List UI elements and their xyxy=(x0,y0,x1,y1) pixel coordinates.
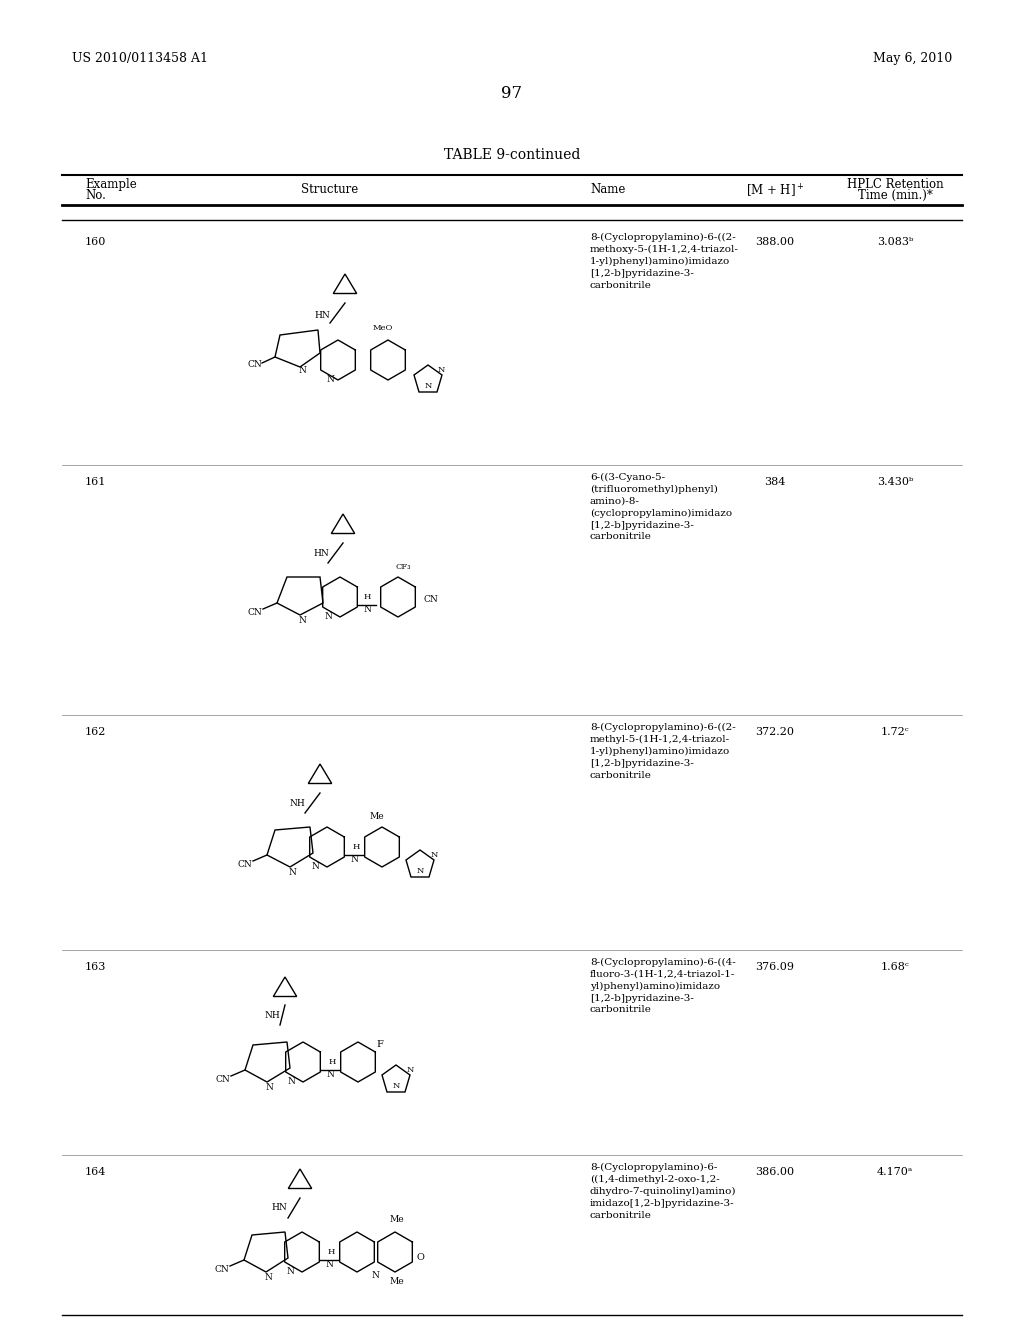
Text: H: H xyxy=(329,1059,336,1067)
Text: 8-(Cyclopropylamino)-6-((2-
methyl-5-(1H-1,2,4-triazol-
1-yl)phenyl)amino)imidaz: 8-(Cyclopropylamino)-6-((2- methyl-5-(1H… xyxy=(590,723,736,780)
Text: N: N xyxy=(326,1071,334,1078)
Text: 4.170ᵃ: 4.170ᵃ xyxy=(877,1167,913,1177)
Text: 376.09: 376.09 xyxy=(756,962,795,972)
Text: Time (min.)*: Time (min.)* xyxy=(857,189,933,202)
Text: H: H xyxy=(328,1247,335,1257)
Text: N: N xyxy=(287,1077,295,1086)
Text: N: N xyxy=(364,605,371,614)
Text: 3.083ᵇ: 3.083ᵇ xyxy=(877,238,913,247)
Text: [M + H]$^+$: [M + H]$^+$ xyxy=(745,183,804,201)
Text: 6-((3-Cyano-5-
(trifluoromethyl)phenyl)
amino)-8-
(cyclopropylamino)imidazo
[1,2: 6-((3-Cyano-5- (trifluoromethyl)phenyl) … xyxy=(590,473,732,541)
Text: HN: HN xyxy=(314,310,330,319)
Text: 164: 164 xyxy=(85,1167,106,1177)
Text: 8-(Cyclopropylamino)-6-((4-
fluoro-3-(1H-1,2,4-triazol-1-
yl)phenyl)amino)imidaz: 8-(Cyclopropylamino)-6-((4- fluoro-3-(1H… xyxy=(590,958,736,1015)
Text: 3.430ᵇ: 3.430ᵇ xyxy=(877,477,913,487)
Text: N: N xyxy=(392,1082,399,1090)
Text: Me: Me xyxy=(390,1276,404,1286)
Text: TABLE 9-continued: TABLE 9-continued xyxy=(443,148,581,162)
Text: CN: CN xyxy=(423,595,437,605)
Text: N: N xyxy=(350,855,358,865)
Text: 388.00: 388.00 xyxy=(756,238,795,247)
Text: N: N xyxy=(326,375,334,384)
Text: 384: 384 xyxy=(764,477,785,487)
Text: US 2010/0113458 A1: US 2010/0113458 A1 xyxy=(72,51,208,65)
Text: MeO: MeO xyxy=(373,323,393,333)
Text: HN: HN xyxy=(271,1204,287,1213)
Text: CN: CN xyxy=(238,861,252,869)
Text: NH: NH xyxy=(289,799,305,808)
Text: HN: HN xyxy=(313,549,329,557)
Text: N: N xyxy=(424,381,432,389)
Text: No.: No. xyxy=(85,189,105,202)
Text: 386.00: 386.00 xyxy=(756,1167,795,1177)
Text: Me: Me xyxy=(390,1214,404,1224)
Text: N: N xyxy=(298,366,306,375)
Text: H: H xyxy=(352,843,359,851)
Text: 1.68ᶜ: 1.68ᶜ xyxy=(881,962,909,972)
Text: 163: 163 xyxy=(85,962,106,972)
Text: CN: CN xyxy=(248,360,262,370)
Text: N: N xyxy=(430,851,437,859)
Text: N: N xyxy=(264,1272,272,1282)
Text: N: N xyxy=(417,867,424,875)
Text: Structure: Structure xyxy=(301,183,358,195)
Text: N: N xyxy=(407,1067,414,1074)
Text: N: N xyxy=(324,612,332,620)
Text: 160: 160 xyxy=(85,238,106,247)
Text: F: F xyxy=(377,1040,383,1049)
Text: N: N xyxy=(288,869,296,876)
Text: CF₃: CF₃ xyxy=(395,564,411,572)
Text: CN: CN xyxy=(215,1265,229,1274)
Text: NH: NH xyxy=(264,1011,280,1019)
Text: HPLC Retention: HPLC Retention xyxy=(847,178,943,191)
Text: 8-(Cyclopropylamino)-6-
((1,4-dimethyl-2-oxo-1,2-
dihydro-7-quinolinyl)amino)
im: 8-(Cyclopropylamino)-6- ((1,4-dimethyl-2… xyxy=(590,1163,736,1220)
Text: H: H xyxy=(364,593,371,601)
Text: 8-(Cyclopropylamino)-6-((2-
methoxy-5-(1H-1,2,4-triazol-
1-yl)phenyl)amino)imida: 8-(Cyclopropylamino)-6-((2- methoxy-5-(1… xyxy=(590,234,739,289)
Text: N: N xyxy=(437,366,444,374)
Text: 162: 162 xyxy=(85,727,106,737)
Text: 161: 161 xyxy=(85,477,106,487)
Text: Name: Name xyxy=(590,183,626,195)
Text: 1.72ᶜ: 1.72ᶜ xyxy=(881,727,909,737)
Text: N: N xyxy=(311,862,318,871)
Text: N: N xyxy=(286,1267,294,1276)
Text: May 6, 2010: May 6, 2010 xyxy=(872,51,952,65)
Text: O: O xyxy=(416,1253,424,1262)
Text: N: N xyxy=(371,1271,379,1280)
Text: CN: CN xyxy=(248,609,262,616)
Text: N: N xyxy=(265,1082,273,1092)
Text: 372.20: 372.20 xyxy=(756,727,795,737)
Text: CN: CN xyxy=(216,1074,230,1084)
Text: Me: Me xyxy=(370,812,384,821)
Text: Example: Example xyxy=(85,178,137,191)
Text: 97: 97 xyxy=(502,84,522,102)
Text: N: N xyxy=(325,1261,333,1269)
Text: N: N xyxy=(298,616,306,624)
